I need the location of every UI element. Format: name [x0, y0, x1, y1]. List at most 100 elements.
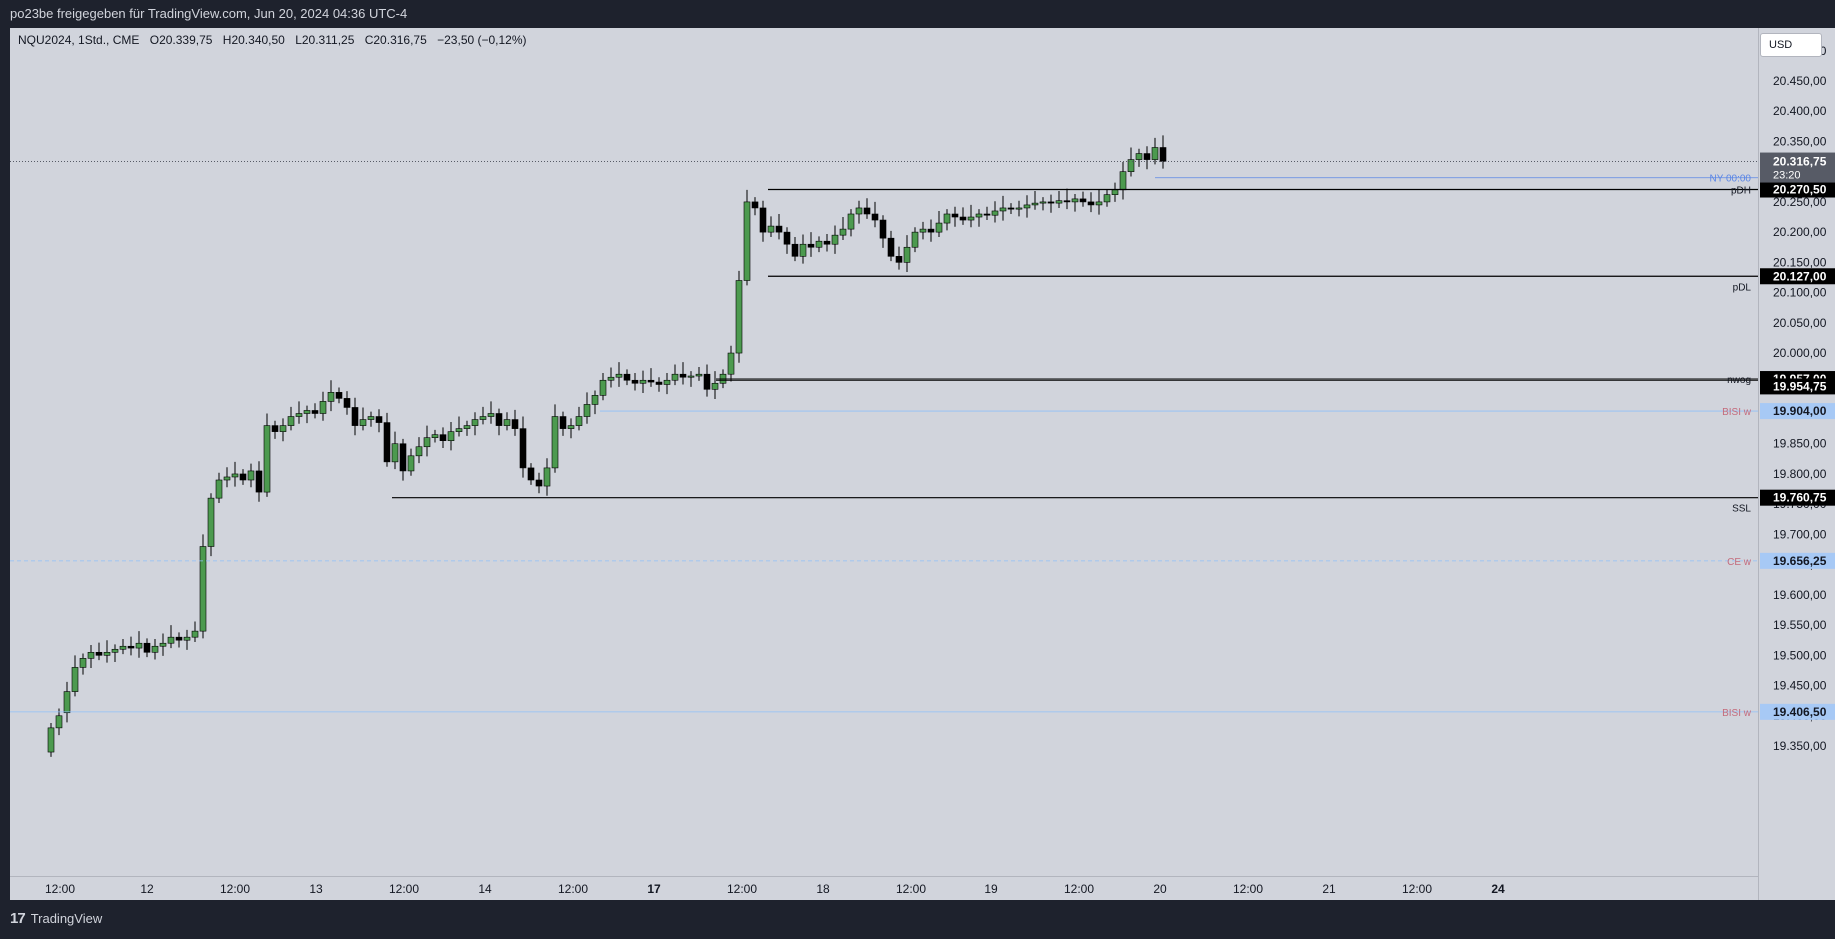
time-axis-label: 13 [309, 882, 323, 896]
price-badge [1760, 181, 1835, 198]
price-badge [1760, 403, 1835, 420]
candle-body [303, 410, 311, 414]
time-axis-label: 19 [984, 882, 998, 896]
candle-body [1159, 147, 1167, 162]
price-tick-label: 20.250,00 [1773, 195, 1827, 209]
candle-body [311, 410, 319, 414]
candle-body [927, 228, 935, 233]
price-badge-label: 20.127,00 [1773, 269, 1827, 283]
candle-body [1055, 200, 1063, 204]
candle-body [71, 667, 79, 692]
legend-low: L20.311,25 [295, 33, 355, 47]
time-axis-label: 21 [1322, 882, 1336, 896]
candle-body [695, 373, 703, 377]
candle-body [295, 413, 303, 417]
candle-body [751, 201, 759, 209]
time-axis[interactable]: 12:00 12 12:00 13 12:00 14 12:00 17 12:00 18 12:00… [10, 876, 1758, 901]
candle-body [1111, 189, 1119, 195]
candle-body [1047, 201, 1055, 204]
candle-body [207, 497, 215, 547]
candle-body [111, 648, 119, 653]
candle-body [423, 437, 431, 448]
candle-body [767, 225, 775, 233]
time-axis-labels: 12:00 12 12:00 13 12:00 14 12:00 17 12:00 18 12:00… [45, 882, 1505, 896]
candle-body [599, 379, 607, 396]
time-axis-label: 12:00 [727, 882, 757, 896]
price-tick-label: 19.500,00 [1773, 648, 1827, 662]
candle-body [655, 381, 663, 385]
chart-pane[interactable]: NY 00:00 pDH pDL nwog BISI w SSL CE w BISI w [10, 28, 1758, 900]
current-price-label: 20.316,75 [1773, 155, 1827, 169]
price-tick-label: 20.350,00 [1773, 134, 1827, 148]
price-tick-label: 20.050,00 [1773, 316, 1827, 330]
brand-name: TradingView [30, 911, 103, 926]
price-badge-label: 19.406,50 [1773, 705, 1827, 719]
candle-body [215, 479, 223, 499]
legend-close: C20.316,75 [364, 33, 427, 47]
candle-body [863, 207, 871, 215]
candle-body [519, 428, 527, 469]
price-tick-label: 19.450,00 [1773, 679, 1827, 693]
time-axis-label: 20 [1153, 882, 1167, 896]
legend-open: O20.339,75 [149, 33, 213, 47]
price-badge-label: 19.656,25 [1773, 554, 1827, 568]
candle-body [255, 470, 263, 493]
candle-body [1039, 201, 1047, 204]
candle-body [807, 243, 815, 248]
candle-body [799, 243, 807, 257]
candle-body [63, 691, 71, 714]
candle-body [407, 455, 415, 472]
candle-body [47, 727, 55, 753]
level-name-label: BISI w [1722, 708, 1752, 719]
price-tick-label: 20.150,00 [1773, 255, 1827, 269]
level-name-label: nwog [1727, 375, 1751, 386]
candle-body [439, 434, 447, 442]
candle-body [687, 375, 695, 378]
candle-body [1007, 207, 1015, 210]
candle-body [431, 434, 439, 438]
candle-body [727, 352, 735, 375]
candle-body [839, 228, 847, 236]
legend-symbol[interactable]: NQU2024, 1Std., CME [18, 33, 140, 47]
level-name-label: SSL [1732, 504, 1751, 515]
candle-body [95, 651, 103, 656]
time-axis-label: 12:00 [45, 882, 75, 896]
candle-body [911, 231, 919, 248]
candle-body [343, 398, 351, 408]
legend-high: H20.340,50 [222, 33, 285, 47]
candle-body [399, 443, 407, 472]
price-tick-label: 20.450,00 [1773, 74, 1827, 88]
candle-body [247, 470, 255, 481]
price-tick-label: 20.200,00 [1773, 225, 1827, 239]
candle-body [375, 416, 383, 423]
candle-body [671, 373, 679, 381]
candle-body [783, 231, 791, 245]
countdown-label: 23:20 [1773, 170, 1801, 182]
price-tick-label: 20.400,00 [1773, 104, 1827, 118]
candle-body [527, 467, 535, 481]
candle-body [759, 207, 767, 233]
time-axis-label: 12:00 [1233, 882, 1263, 896]
price-scale[interactable]: 20.450,0020.400,0020.350,0020.300,0020.2… [1758, 28, 1835, 900]
level-name-label: CE w [1727, 557, 1752, 568]
tradingview-logo[interactable]: 17 TradingView [10, 910, 102, 927]
candle-body [1063, 200, 1071, 203]
price-badge [1760, 552, 1835, 569]
price-tick-label: 20.000,00 [1773, 346, 1827, 360]
candle-body [239, 473, 247, 481]
time-axis-label: 17 [647, 882, 661, 896]
candle-body [367, 416, 375, 420]
price-tick-label: 19.350,00 [1773, 739, 1827, 753]
price-tick-label: 20.100,00 [1773, 286, 1827, 300]
candle-body [919, 228, 927, 233]
currency-button[interactable]: USD [1760, 33, 1822, 57]
candle-body [735, 280, 743, 354]
candle-body [1015, 207, 1023, 210]
candle-body [487, 413, 495, 417]
candle-body [855, 207, 863, 215]
candle-body [1071, 198, 1079, 203]
candle-body [895, 256, 903, 263]
candle-body [823, 240, 831, 245]
candle-body [127, 645, 135, 649]
